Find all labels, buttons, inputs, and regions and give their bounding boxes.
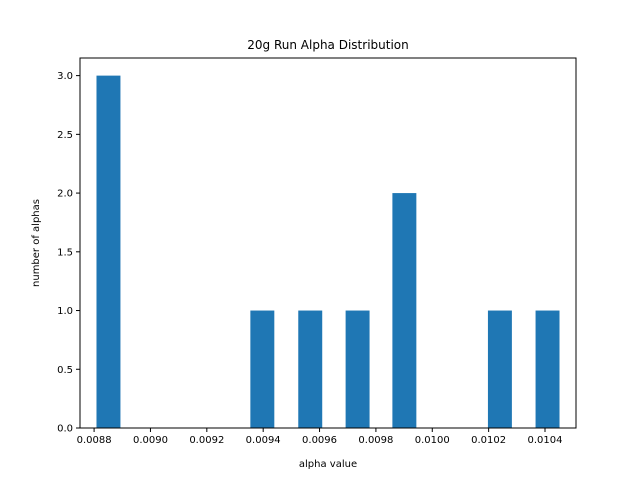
- bars-group: [96, 75, 560, 428]
- y-axis-ticks: 0.0 0.5 1.0 1.5 2.0 2.5 3.0: [57, 71, 80, 435]
- histogram-bar: [535, 310, 560, 428]
- y-tick-label: 2.0: [57, 189, 73, 200]
- x-tick-label: 0.0088: [77, 435, 112, 446]
- chart-title: 20g Run Alpha Distribution: [247, 38, 408, 52]
- x-tick-label: 0.0102: [471, 435, 506, 446]
- histogram-bar: [392, 193, 417, 428]
- x-tick-label: 0.0104: [528, 435, 563, 446]
- x-tick-label: 0.0090: [133, 435, 168, 446]
- x-tick-label: 0.0098: [358, 435, 393, 446]
- y-tick-label: 3.0: [57, 71, 73, 82]
- x-axis-ticks: 0.0088 0.0090 0.0092 0.0094 0.0096 0.0098 0.01…: [77, 428, 563, 446]
- histogram-bar: [250, 310, 275, 428]
- plot-frame: [79, 57, 577, 429]
- x-tick-label: 0.0092: [189, 435, 224, 446]
- x-tick-label: 0.0094: [246, 435, 281, 446]
- y-axis-label: number of alphas: [31, 199, 42, 287]
- y-tick-label: 1.5: [57, 247, 73, 258]
- x-tick-label: 0.0100: [415, 435, 450, 446]
- x-axis-label: alpha value: [299, 459, 357, 470]
- x-tick-label: 0.0096: [302, 435, 337, 446]
- histogram-bar: [298, 310, 323, 428]
- y-tick-label: 2.5: [57, 130, 73, 141]
- histogram-bar: [487, 310, 512, 428]
- histogram-bar: [345, 310, 370, 428]
- histogram-bar: [96, 75, 121, 428]
- y-tick-label: 1.0: [57, 306, 73, 317]
- y-tick-label: 0.5: [57, 365, 73, 376]
- y-tick-label: 0.0: [57, 424, 73, 435]
